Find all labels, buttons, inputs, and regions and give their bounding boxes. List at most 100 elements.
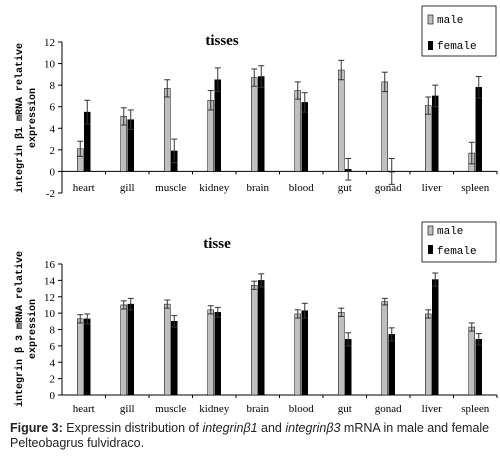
legend-swatch-male — [427, 14, 434, 25]
y-tick-label: 10 — [44, 59, 56, 71]
category-label: muscle — [155, 182, 186, 194]
bar-female — [214, 312, 221, 396]
bar-male — [164, 88, 171, 172]
bar-male — [468, 326, 475, 396]
y-tick-label: 0 — [50, 166, 56, 178]
y-axis-label-line-2: expression — [27, 88, 39, 148]
legend-label-female: female — [437, 41, 477, 53]
bar-female — [171, 321, 178, 396]
category-label: gill — [120, 403, 135, 415]
bar-female — [301, 310, 308, 396]
chart-axes — [58, 41, 498, 194]
bar-female — [127, 303, 134, 396]
category-label: spleen — [461, 403, 490, 415]
y-tick-label: 2 — [50, 145, 56, 157]
category-label: liver — [422, 403, 442, 415]
category-label: liver — [422, 182, 442, 194]
legend-label-male: male — [437, 226, 463, 238]
bar-male — [425, 313, 432, 396]
bar-female — [84, 318, 91, 396]
bar-male — [251, 77, 258, 172]
bar-female — [214, 79, 221, 172]
category-label: gonad — [375, 182, 402, 194]
legend-label-female: female — [437, 246, 477, 258]
y-tick-label: 6 — [50, 102, 56, 114]
category-label: heart — [73, 182, 95, 194]
bar-female — [301, 102, 308, 172]
legend-box — [421, 221, 497, 263]
y-tick-label: 0 — [50, 390, 56, 402]
chart-integrin-beta3: 0 2 4 6 8 10 12 14 16 heart gill muscle kidney brain b… — [14, 221, 498, 415]
y-tick-label: -2 — [46, 188, 55, 200]
bar-female — [345, 339, 352, 396]
category-label: heart — [73, 403, 95, 415]
category-label: gill — [120, 182, 135, 194]
chart-title: tisse — [203, 236, 231, 252]
y-tick-label: 8 — [50, 80, 56, 92]
legend-box — [421, 5, 497, 57]
category-label: muscle — [155, 403, 186, 415]
chart-integrin-beta1: -2 0 2 4 6 8 10 12 heart gill muscle kidney brain blo… — [14, 5, 498, 200]
chart-labels: 0 2 4 6 8 10 12 14 16 heart gill muscle kidney brain b… — [44, 259, 490, 415]
y-tick-label: 6 — [50, 341, 56, 353]
category-label: kidney — [199, 182, 229, 194]
bar-female — [432, 95, 439, 172]
category-label: brain — [246, 182, 269, 194]
bar-male — [251, 285, 258, 396]
chart-bars — [77, 59, 482, 185]
bar-female — [432, 279, 439, 396]
category-label: blood — [289, 182, 315, 194]
bar-male — [294, 313, 301, 396]
y-axis-label-line-2: expression — [27, 299, 39, 359]
y-tick-label: 2 — [50, 374, 56, 386]
bar-female — [258, 76, 265, 172]
bar-male — [207, 309, 214, 396]
legend-swatch-female — [428, 245, 433, 254]
legend-swatch-female — [428, 41, 433, 50]
bar-male — [207, 99, 214, 172]
caption-gene-1: integrinβ1 — [202, 421, 258, 435]
bar-male — [120, 304, 127, 396]
y-tick-label: 12 — [44, 292, 55, 304]
chart-bars — [77, 272, 482, 396]
y-tick-label: 4 — [50, 357, 56, 369]
bar-male — [338, 312, 345, 396]
bar-female — [475, 339, 482, 396]
chart-title: tisses — [205, 33, 238, 49]
category-label: gut — [338, 182, 352, 194]
bar-female — [258, 280, 265, 396]
caption-label: Figure 3: — [10, 421, 63, 435]
bar-male — [338, 69, 345, 172]
chart-labels: -2 0 2 4 6 8 10 12 heart gill muscle kidney brain blo… — [44, 37, 490, 200]
y-tick-label: 14 — [44, 275, 56, 287]
bar-male — [294, 90, 301, 172]
caption-text-3: mRNA in male and female Pelteobagrus ful… — [10, 421, 490, 450]
category-label: kidney — [199, 403, 229, 415]
y-axis-label-line-1: integrin β1 mRNA relative — [14, 43, 26, 193]
bar-male — [77, 318, 84, 396]
bar-male — [164, 303, 171, 396]
category-label: blood — [289, 403, 315, 415]
category-label: gut — [338, 403, 352, 415]
legend-swatch-male — [427, 225, 434, 236]
y-axis-label-line-1: integrin β 3 mRNA relative — [14, 251, 26, 407]
bar-male — [381, 301, 388, 396]
y-tick-label: 10 — [44, 308, 56, 320]
y-tick-label: 16 — [44, 259, 56, 271]
bar-male — [381, 81, 388, 172]
category-label: spleen — [461, 182, 490, 194]
caption-text-1: Expressin distribution of — [62, 421, 203, 435]
figure-caption: Figure 3: Expressin distribution of inte… — [10, 421, 490, 451]
y-tick-label: 8 — [50, 325, 56, 337]
legend-label-male: male — [437, 15, 463, 27]
y-tick-label: 4 — [50, 123, 56, 135]
caption-gene-2: integrinβ3 — [285, 421, 341, 435]
category-label: gonad — [375, 403, 402, 415]
legend: male female — [421, 221, 497, 263]
y-tick-label: 12 — [44, 37, 55, 49]
legend: male female — [421, 5, 497, 57]
caption-text-2: and — [257, 421, 286, 435]
bar-male — [425, 105, 432, 172]
bar-female — [475, 87, 482, 172]
